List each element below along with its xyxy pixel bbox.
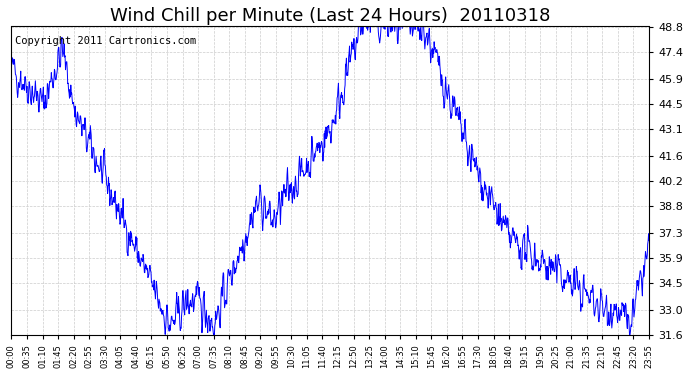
Text: Copyright 2011 Cartronics.com: Copyright 2011 Cartronics.com	[14, 36, 196, 46]
Title: Wind Chill per Minute (Last 24 Hours)  20110318: Wind Chill per Minute (Last 24 Hours) 20…	[110, 7, 551, 25]
